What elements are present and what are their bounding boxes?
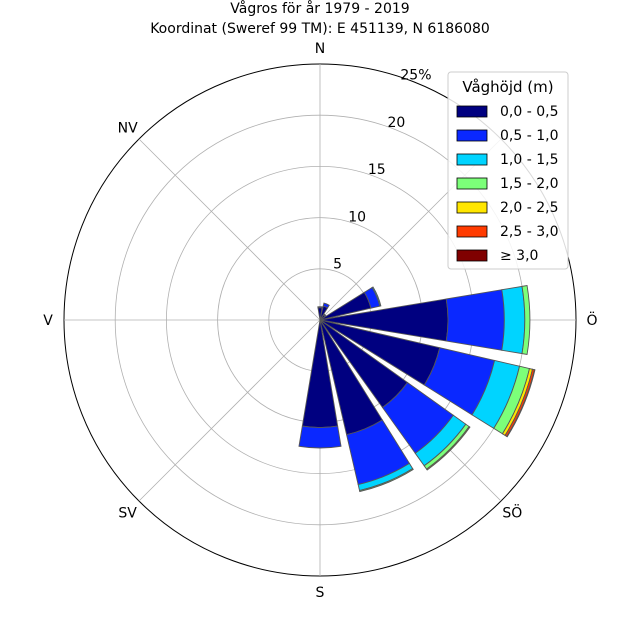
- legend: Våghöjd (m) 0,0 - 0,5 0,5 - 1,0 1,0 - 1,5 1…: [447, 71, 569, 270]
- chart-subtitle: Koordinat (Sweref 99 TM): E 451139, N 61…: [150, 21, 490, 37]
- radial-tick-label: 25%: [400, 67, 431, 83]
- legend-swatch: [456, 249, 488, 262]
- grid-spoke: [138, 138, 321, 321]
- rose-bar-segment: [298, 425, 342, 449]
- rose-bar-segment: [425, 425, 471, 471]
- rose-bar-segment: [506, 369, 536, 438]
- legend-label: 2,0 - 2,5: [500, 200, 558, 216]
- legend-swatch: [456, 153, 488, 166]
- legend-label: 2,5 - 3,0: [500, 224, 558, 240]
- legend-label: 1,5 - 2,0: [500, 176, 558, 192]
- rose-bar-segment: [358, 467, 414, 493]
- legend-swatch: [456, 105, 488, 118]
- legend-swatch: [456, 225, 488, 238]
- radial-tick-label: 15: [368, 162, 386, 178]
- direction-label: Ö: [586, 311, 597, 329]
- direction-label: V: [43, 313, 53, 329]
- rose-bar-segment: [501, 285, 526, 355]
- radial-tick-label: 20: [387, 115, 405, 131]
- direction-label: NV: [118, 121, 138, 137]
- legend-swatch: [456, 129, 488, 142]
- legend-swatch: [456, 201, 488, 214]
- rose-bars: [298, 285, 536, 493]
- rose-bar-segment: [445, 289, 505, 351]
- legend-label: 0,0 - 0,5: [500, 104, 558, 120]
- legend-label: 1,0 - 1,5: [500, 152, 558, 168]
- radial-tick-label: 10: [348, 209, 366, 225]
- rose-bar-segment: [317, 306, 323, 309]
- direction-labels: N NV V SV S SÖ Ö: [43, 41, 597, 601]
- direction-label: S: [316, 585, 325, 601]
- legend-title: Våghöjd (m): [462, 78, 553, 96]
- legend-label: ≥ 3,0: [500, 248, 538, 264]
- rose-bar-segment: [521, 285, 531, 355]
- radial-tick-label: 5: [333, 257, 342, 273]
- legend-items: 0,0 - 0,5 0,5 - 1,0 1,0 - 1,5 1,5 - 2,0 2,0 …: [456, 104, 558, 264]
- rose-bar-segment: [322, 313, 327, 318]
- grid-spoke: [138, 319, 321, 502]
- legend-frame: [447, 71, 569, 270]
- chart-title: Vågros för år 1979 - 2019: [230, 0, 409, 17]
- rose-bar-segment: [322, 302, 330, 309]
- radial-tick-labels: 5 10 15 20 25%: [333, 67, 431, 272]
- direction-label: N: [315, 41, 325, 57]
- direction-label: SV: [118, 505, 137, 521]
- direction-label: SÖ: [502, 503, 522, 521]
- legend-swatch: [456, 177, 488, 190]
- rose-bar-segment: [371, 286, 382, 307]
- legend-label: 0,5 - 1,0: [500, 128, 558, 144]
